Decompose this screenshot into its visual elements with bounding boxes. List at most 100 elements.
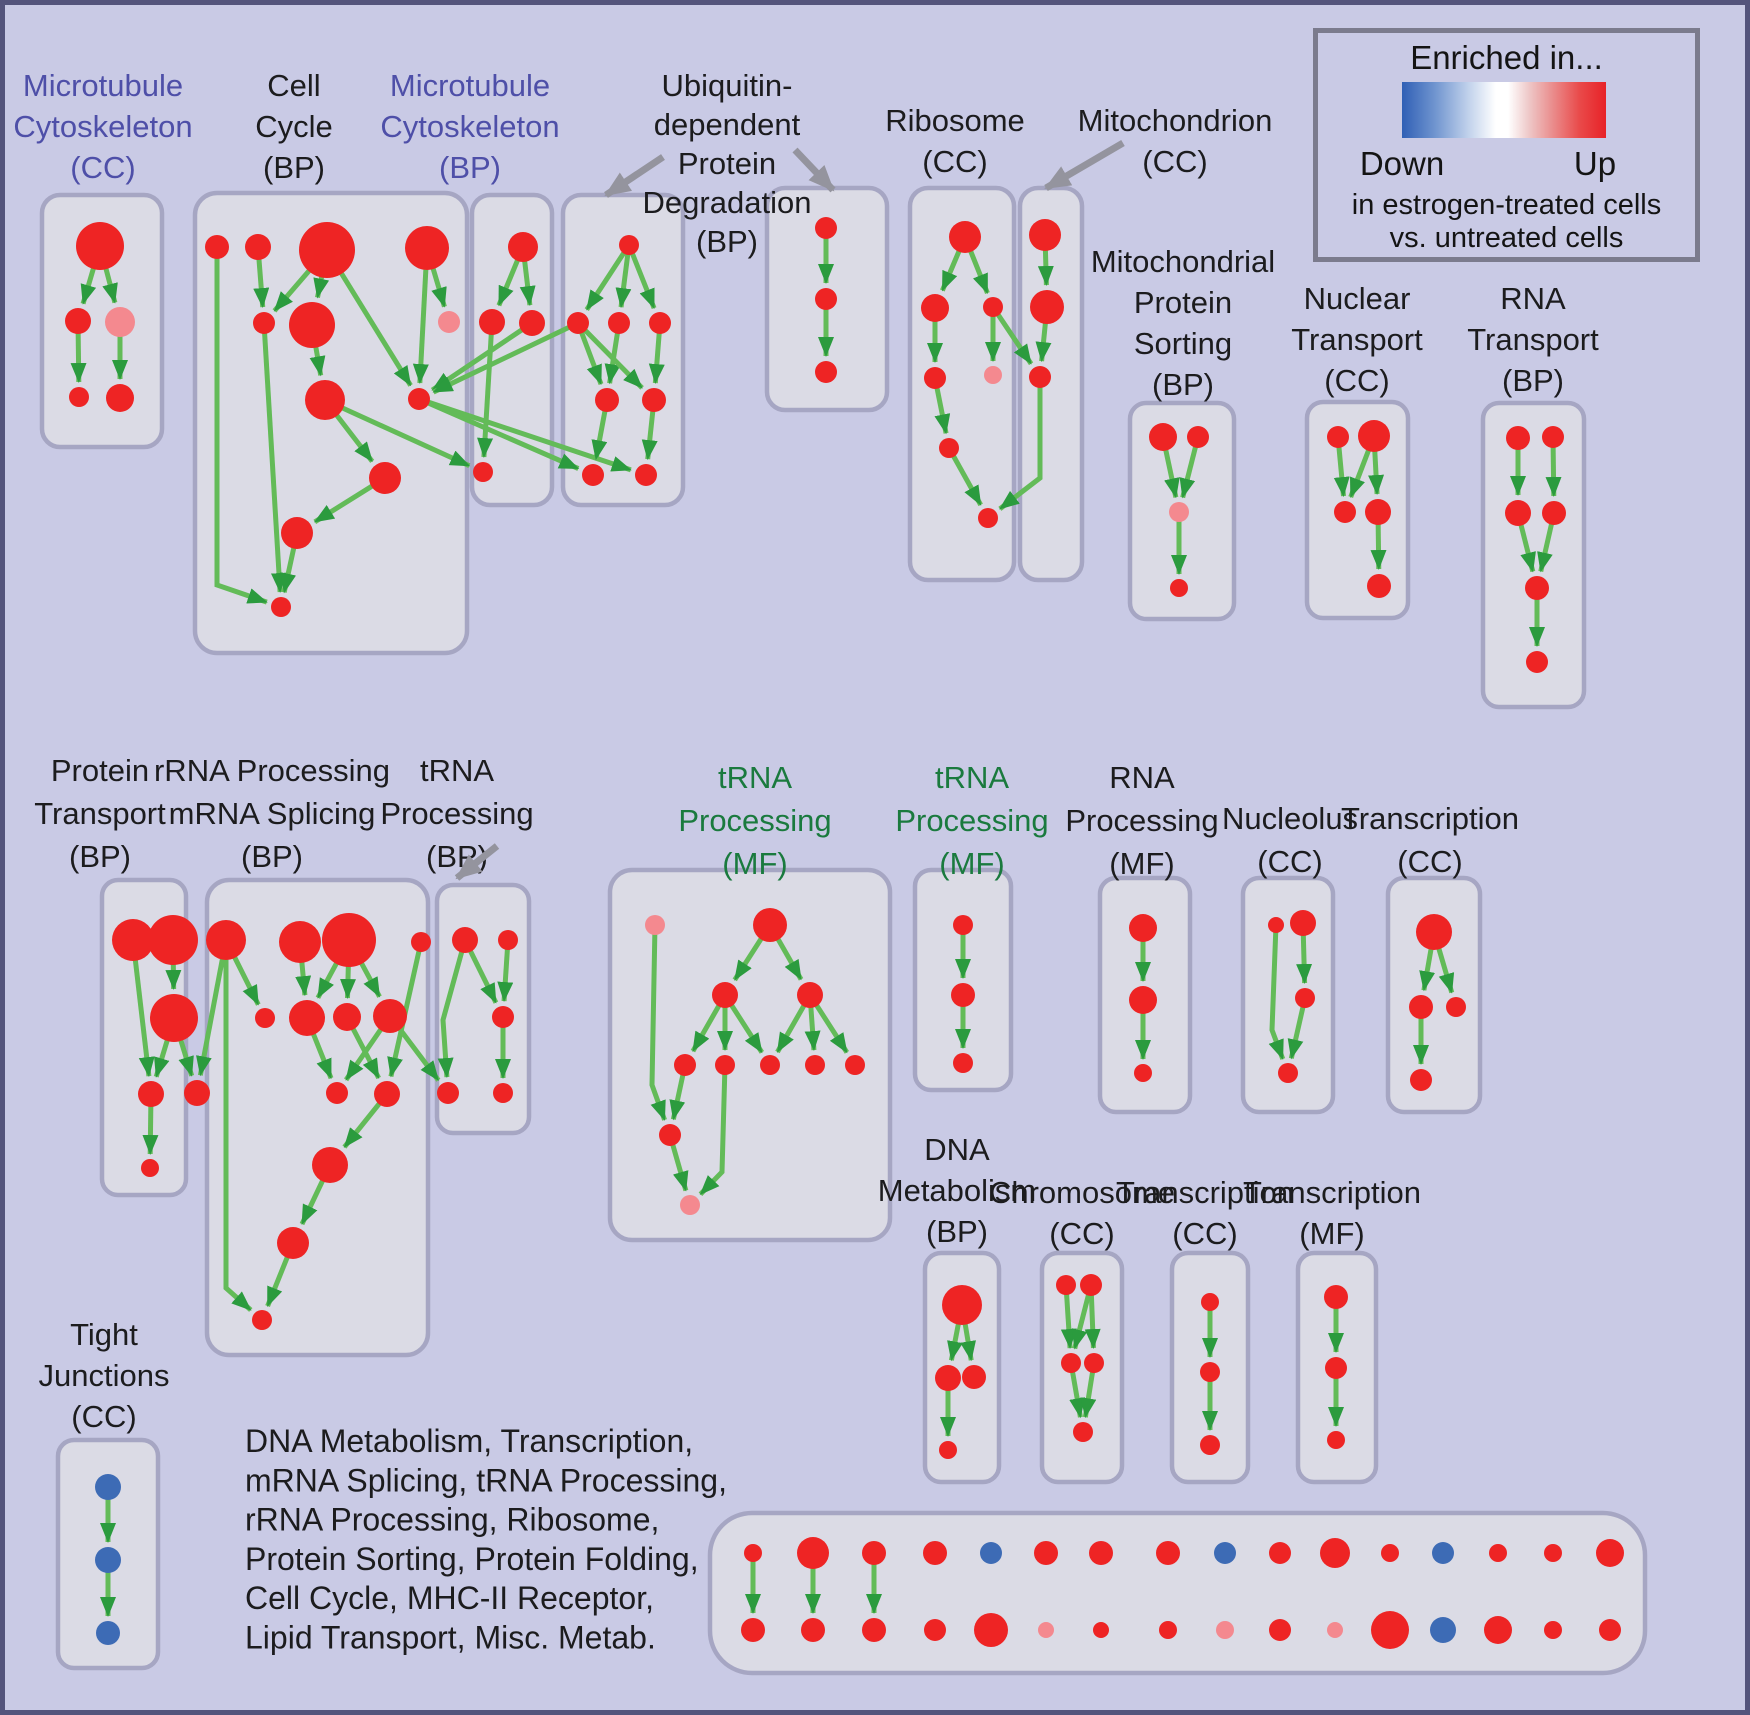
go-node-bb16 (1599, 1619, 1621, 1641)
go-node-bt5 (980, 1542, 1002, 1564)
group-label-trna-processing-bp: tRNA Processing (BP) (380, 753, 533, 874)
go-node-bt9 (1214, 1542, 1236, 1564)
go-node-a2 (65, 308, 91, 334)
edge-arrow (387, 941, 424, 1078)
group-label-microtubule-cc: Microtubule Cytoskeleton (CC) (13, 68, 192, 185)
go-node-j3 (96, 1621, 120, 1645)
go-node-u2 (567, 312, 589, 334)
go-node-t6 (141, 1159, 159, 1177)
go-node-t5 (184, 1080, 210, 1106)
go-node-bt12 (1381, 1544, 1399, 1562)
go-node-c8 (305, 380, 345, 420)
legend-title: Enriched in... (1410, 39, 1603, 76)
go-node-bb3 (862, 1618, 886, 1642)
go-node-k5 (1073, 1422, 1093, 1442)
go-node-m3 (1029, 366, 1051, 388)
cluster-annotation-line: Lipid Transport, Misc. Metab. (245, 1620, 656, 1656)
go-node-f1 (645, 915, 665, 935)
go-node-g9 (326, 1082, 348, 1104)
go-node-g11 (312, 1147, 348, 1183)
go-node-r6 (939, 438, 959, 458)
go-node-m2 (1030, 290, 1064, 324)
group-label-rna-transport: RNA Transport (BP) (1467, 281, 1599, 398)
go-node-c12 (271, 597, 291, 617)
go-node-q2 (1358, 420, 1390, 452)
go-node-z2 (1409, 995, 1433, 1019)
edge-arrow (323, 397, 471, 469)
go-node-x2 (1129, 986, 1157, 1014)
go-node-g5 (255, 1008, 275, 1028)
go-node-bb9 (1216, 1621, 1234, 1639)
edge-arrow (412, 247, 430, 385)
go-node-k4 (1084, 1353, 1104, 1373)
go-node-u4 (649, 312, 671, 334)
go-node-s4 (1542, 501, 1566, 525)
legend-subtitle-1: in estrogen-treated cells (1351, 189, 1662, 221)
go-node-g6 (289, 1000, 325, 1036)
go-node-h2 (498, 930, 518, 950)
group-label-ubiquitin-bp: Ubiquitin-dependent Protein Degradation (BP… (643, 68, 812, 259)
go-node-f4 (797, 982, 823, 1008)
go-node-c7 (438, 311, 460, 333)
go-node-t2 (148, 915, 198, 965)
group-box-trna-processing-mf-2 (912, 867, 1014, 1093)
group-box-nucleolus-cc (1240, 875, 1336, 1115)
go-node-bb7 (1093, 1622, 1109, 1638)
go-node-r5 (984, 366, 1002, 384)
go-node-bt7 (1089, 1541, 1113, 1565)
group-label-cell-cycle: Cell Cycle (BP) (255, 68, 333, 185)
edge-arrow (417, 396, 580, 471)
go-node-z3 (1446, 997, 1466, 1017)
edge-arrow (1060, 1284, 1077, 1350)
go-node-w1 (953, 915, 973, 935)
go-node-t1 (112, 919, 154, 961)
go-node-f5 (674, 1054, 696, 1076)
edge-arrow (576, 321, 644, 390)
go-node-f8 (805, 1055, 825, 1075)
go-node-bt8 (1156, 1541, 1180, 1565)
go-node-z4 (1410, 1069, 1432, 1091)
go-node-r2 (921, 294, 949, 322)
edge-arrow (497, 939, 514, 1003)
group-label-rna-processing-mf: RNA Processing (MF) (1065, 760, 1218, 881)
legend: Enriched in... Down Up in estrogen-treat… (1313, 28, 1700, 262)
go-node-f9 (845, 1055, 865, 1075)
legend-gradient-bar (1402, 82, 1606, 138)
go-node-b1 (508, 232, 538, 262)
go-node-r3 (983, 297, 1003, 317)
go-node-y1 (1268, 917, 1284, 933)
go-node-bt11 (1320, 1538, 1350, 1568)
go-node-s3 (1505, 500, 1531, 526)
go-node-r4 (924, 367, 946, 389)
go-node-b4 (473, 462, 493, 482)
go-node-bb6 (1038, 1622, 1054, 1638)
go-node-bt6 (1034, 1541, 1058, 1565)
go-node-bb10 (1269, 1619, 1291, 1641)
group-label-trna-processing-mf-2: tRNA Processing (MF) (895, 760, 1048, 881)
go-node-bt4 (923, 1541, 947, 1565)
go-node-s6 (1526, 651, 1548, 673)
go-node-bb13 (1430, 1617, 1456, 1643)
group-label-chromosome-cc: Chromosome (CC) (989, 1175, 1175, 1251)
go-node-a1 (76, 222, 124, 270)
edge-arrow (214, 247, 268, 605)
go-node-j2 (95, 1547, 121, 1573)
go-node-r7 (978, 508, 998, 528)
go-node-bb14 (1484, 1616, 1512, 1644)
edge-arrow (1268, 924, 1286, 1060)
group-label-transcription-cc-1: Transcription (CC) (1341, 801, 1519, 879)
go-node-g10 (374, 1081, 400, 1107)
go-node-u3 (608, 312, 630, 334)
group-label-ribosome-cc: Ribosome (CC) (885, 103, 1025, 179)
go-node-c1 (205, 235, 229, 259)
go-node-g8 (373, 999, 407, 1033)
go-node-u1 (619, 235, 639, 255)
go-node-f3 (712, 982, 738, 1008)
go-node-bt16 (1596, 1539, 1624, 1567)
go-node-bt13 (1432, 1542, 1454, 1564)
group-box-mixed-cluster (707, 1510, 1648, 1676)
go-node-e3 (1200, 1435, 1220, 1455)
go-node-d3 (962, 1365, 986, 1389)
go-node-f10 (659, 1124, 681, 1146)
